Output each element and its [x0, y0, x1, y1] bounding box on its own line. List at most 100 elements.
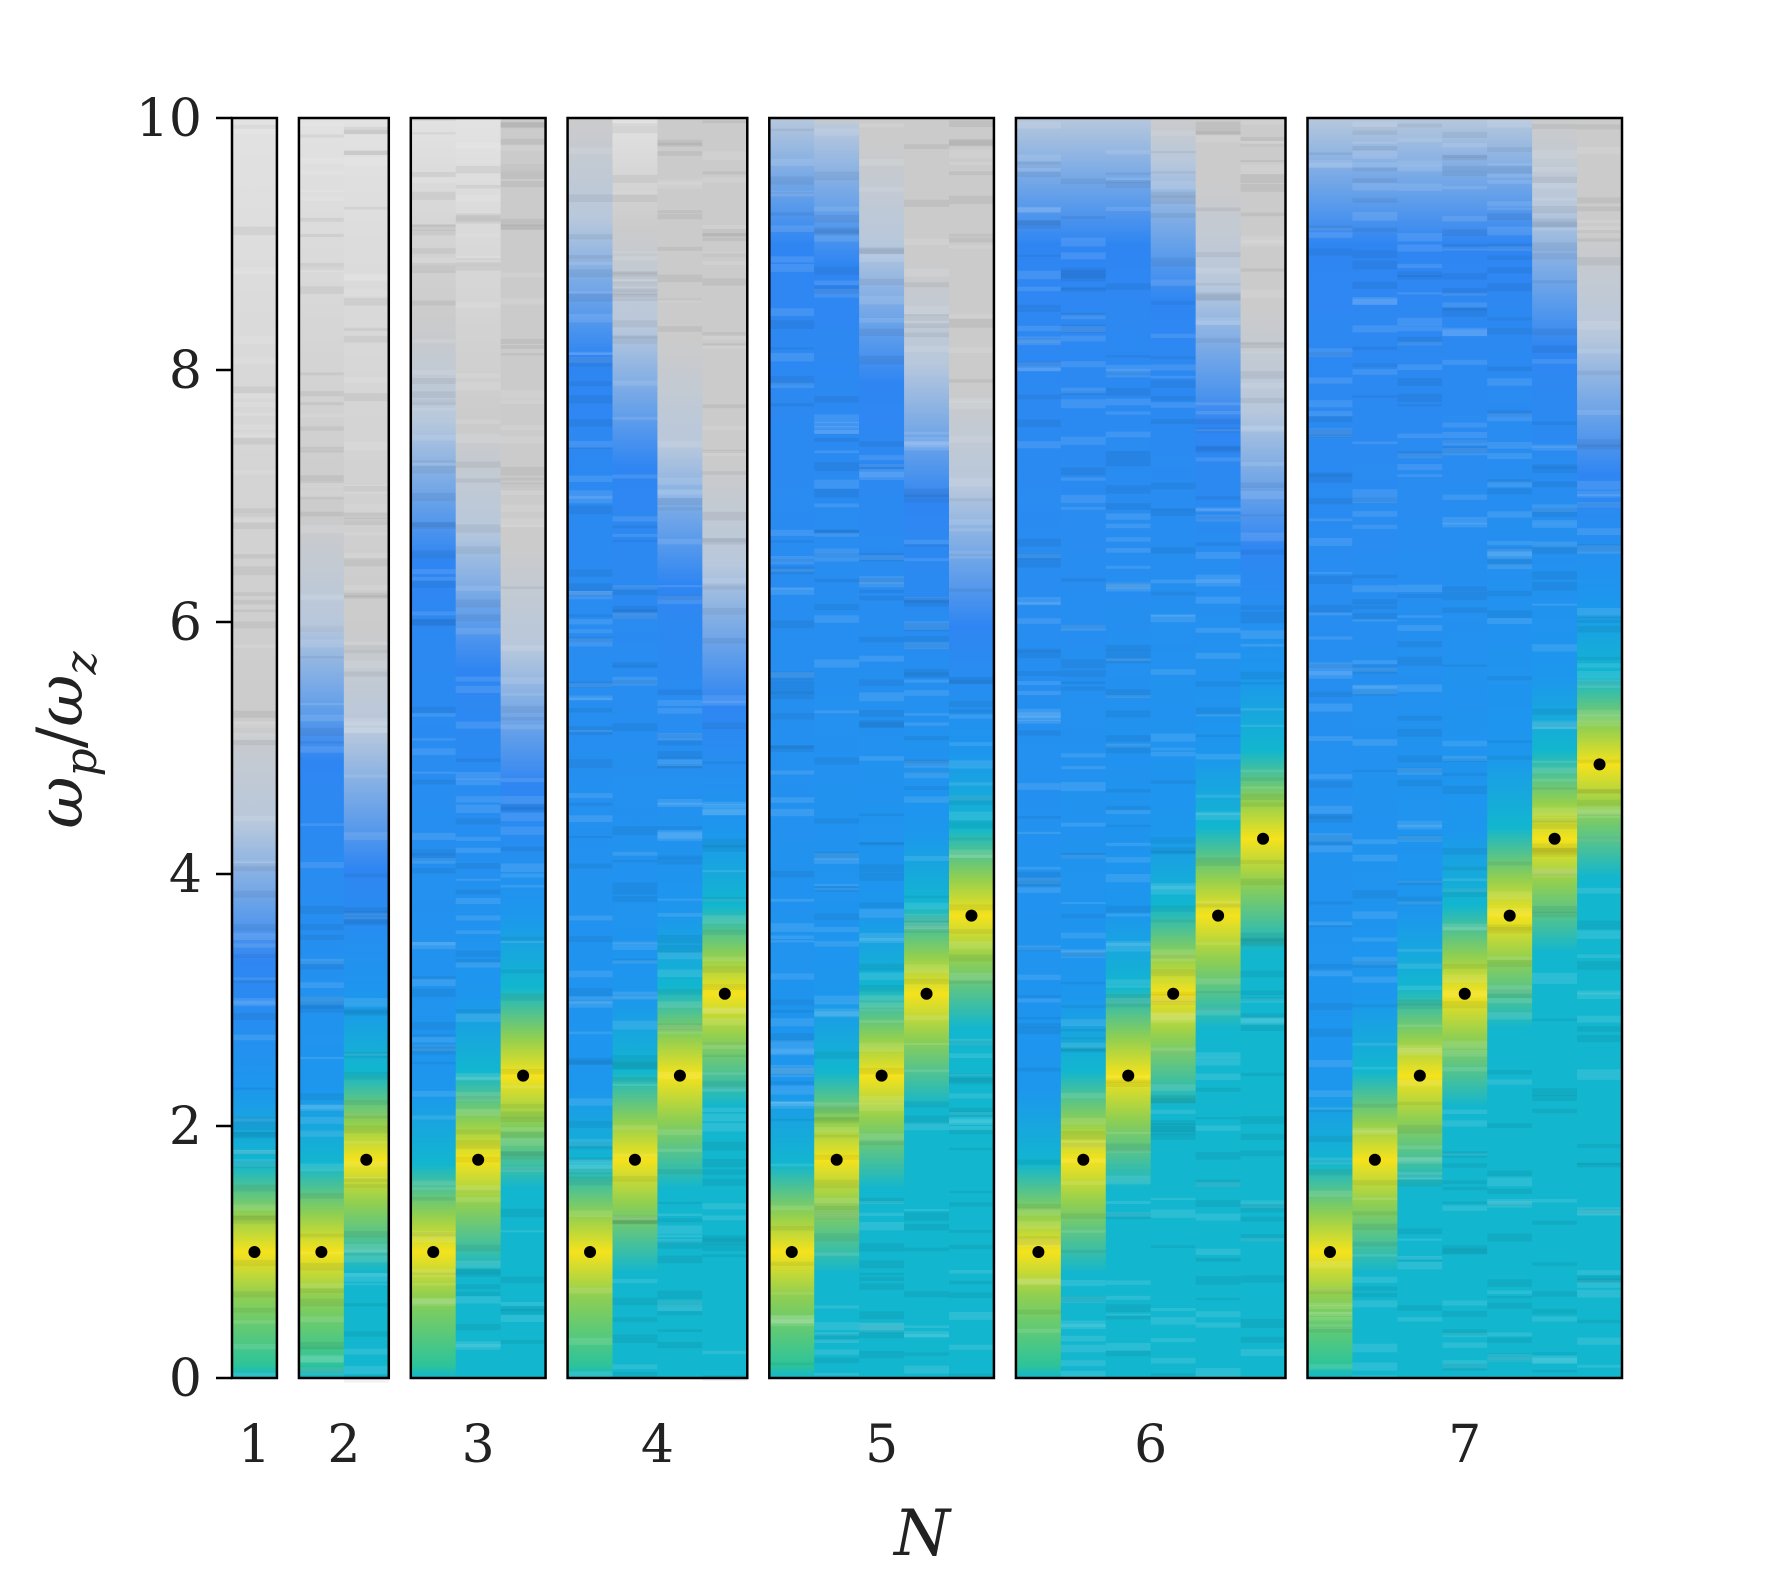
heatmap-streak — [1442, 329, 1488, 336]
heatmap-streak — [814, 1339, 860, 1344]
heatmap-streak — [232, 1150, 277, 1154]
heatmap-streak — [1487, 267, 1533, 274]
heatmap-streak — [904, 1208, 949, 1212]
heatmap-streak — [232, 592, 277, 596]
heatmap-streak — [1532, 1291, 1578, 1297]
y-axis-title-omega-z: ω — [24, 675, 98, 727]
heatmap-streak — [298, 233, 344, 238]
heatmap-streak — [1532, 523, 1578, 528]
heatmap-streak — [1195, 681, 1241, 687]
heatmap-streak — [859, 577, 905, 585]
heatmap-streak — [612, 612, 658, 620]
heatmap-streak — [1352, 281, 1398, 289]
heatmap-streak — [814, 532, 860, 537]
heatmap-streak — [1307, 844, 1353, 853]
heatmap-streak — [1397, 1258, 1443, 1261]
heatmap-streak — [1487, 481, 1533, 488]
heatmap-streak — [657, 858, 703, 865]
heatmap-streak — [1397, 292, 1443, 295]
heatmap-streak — [769, 940, 815, 943]
heatmap-streak — [1397, 1003, 1443, 1009]
heatmap-streak — [1150, 579, 1196, 584]
heatmap-streak — [1150, 130, 1196, 136]
heatmap-streak — [814, 578, 860, 583]
heatmap-streak — [1577, 1289, 1622, 1298]
mode-marker — [718, 987, 731, 1000]
heatmap-streak — [702, 1072, 748, 1075]
heatmap-streak — [657, 1169, 703, 1175]
heatmap-streak — [343, 1272, 389, 1277]
heatmap-streak — [1240, 462, 1286, 467]
heatmap-streak — [1532, 869, 1578, 877]
heatmap-streak — [1015, 597, 1061, 606]
heatmap-streak — [1015, 1208, 1061, 1216]
heatmap-streak — [1060, 852, 1106, 859]
heatmap-streak — [298, 1095, 344, 1101]
heatmap-streak — [343, 721, 389, 725]
heatmap-streak — [1307, 837, 1353, 847]
heatmap-streak — [904, 623, 949, 632]
x-tick-label: 5 — [865, 1415, 898, 1475]
heatmap-streak — [814, 426, 860, 434]
heatmap-streak — [657, 1023, 703, 1031]
y-tick-label: 8 — [169, 341, 202, 401]
heatmap-streak — [232, 437, 277, 445]
heatmap-streak — [232, 335, 277, 344]
heatmap-streak — [769, 1085, 815, 1095]
heatmap-streak — [500, 483, 546, 491]
heatmap-streak — [814, 853, 860, 860]
heatmap-streak — [702, 915, 748, 924]
heatmap-streak — [500, 272, 546, 278]
heatmap-streak — [1150, 1018, 1196, 1023]
heatmap-streak — [904, 925, 949, 929]
heatmap-streak — [298, 823, 344, 826]
heatmap-streak — [1060, 1213, 1106, 1219]
heatmap-streak — [1105, 1143, 1151, 1153]
heatmap-streak — [1150, 747, 1196, 751]
heatmap-streak — [769, 587, 815, 590]
heatmap-streak — [949, 478, 994, 487]
heatmap-streak — [1307, 1288, 1353, 1295]
heatmap-streak — [567, 619, 613, 625]
heatmap-streak — [1195, 1213, 1241, 1221]
heatmap-streak — [567, 591, 613, 600]
heatmap-streak — [814, 1305, 860, 1309]
heatmap-streak — [814, 479, 860, 489]
heatmap-streak — [949, 742, 994, 746]
heatmap-streak — [1060, 252, 1106, 260]
heatmap-streak — [904, 558, 949, 562]
heatmap-streak — [1060, 387, 1106, 394]
heatmap-streak — [500, 338, 546, 344]
heatmap-streak — [1487, 956, 1533, 960]
heatmap-streak — [500, 1137, 546, 1146]
heatmap-streak — [1442, 422, 1488, 428]
heatmap-streak — [1397, 1080, 1443, 1087]
heatmap-streak — [612, 293, 658, 301]
heatmap-streak — [1397, 1179, 1443, 1187]
heatmap-streak — [1105, 993, 1151, 1000]
heatmap-streak — [904, 914, 949, 923]
heatmap-streak — [343, 671, 389, 677]
heatmap-streak — [1487, 119, 1533, 128]
heatmap-streak — [657, 952, 703, 960]
heatmap-streak — [859, 1283, 905, 1290]
heatmap-streak — [657, 489, 703, 498]
heatmap-streak — [702, 261, 748, 265]
heatmap-streak — [1240, 997, 1286, 1001]
heatmap-streak — [1240, 425, 1286, 430]
x-tick-label: 7 — [1448, 1415, 1481, 1475]
heatmap-streak — [1532, 778, 1578, 782]
heatmap-streak — [567, 1057, 613, 1065]
heatmap-streak — [1442, 963, 1488, 969]
heatmap-streak — [1397, 123, 1443, 128]
heatmap-streak — [1352, 1004, 1398, 1008]
heatmap-streak — [769, 745, 815, 749]
heatmap-streak — [814, 503, 860, 508]
heatmap-streak — [612, 1297, 658, 1306]
heatmap-streak — [1240, 671, 1286, 680]
heatmap-streak — [1487, 1354, 1533, 1360]
heatmap-streak — [859, 441, 905, 447]
heatmap-streak — [1352, 1211, 1398, 1216]
heatmap-streak — [1532, 345, 1578, 353]
heatmap-streak — [410, 1044, 456, 1051]
